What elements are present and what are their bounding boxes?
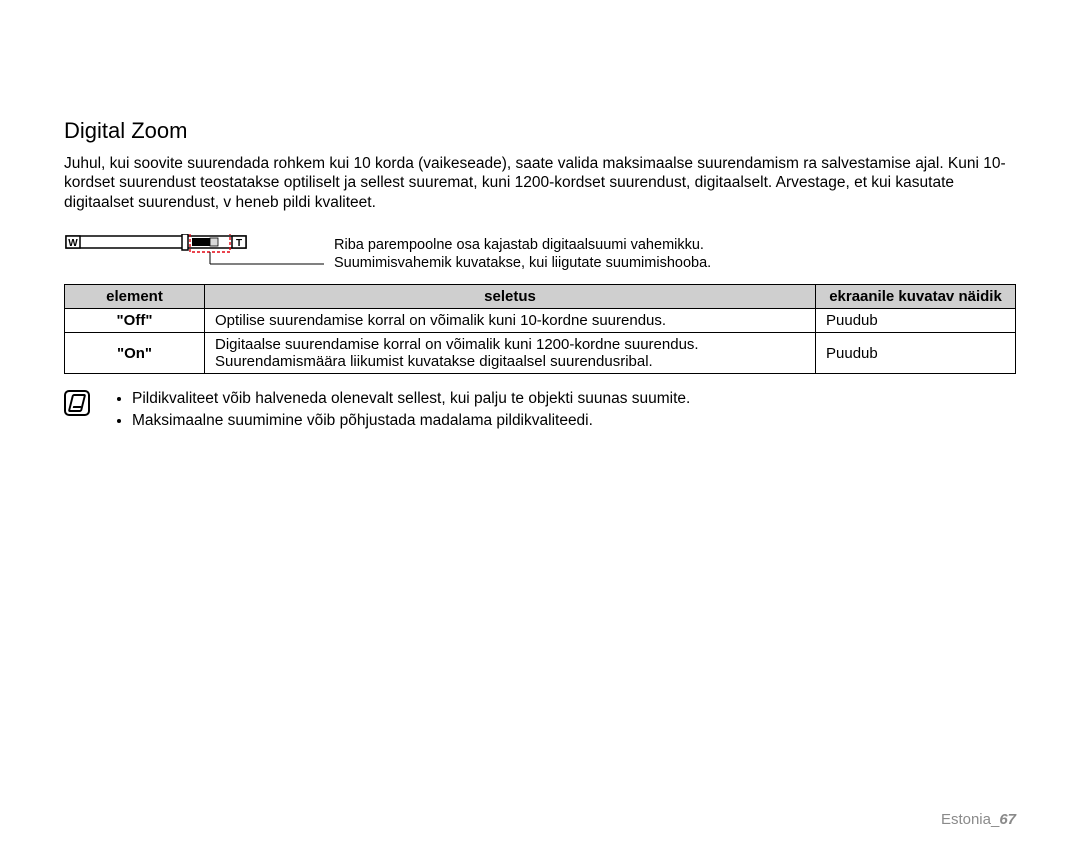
th-element: element — [65, 285, 205, 309]
table-row: "Off" Optilise suurendamise korral on võ… — [65, 309, 1016, 333]
cell-seletus: Optilise suurendamise korral on võimalik… — [205, 309, 816, 333]
zoom-desc-line1: Riba parempoolne osa kajastab digitaalsu… — [334, 236, 711, 254]
cell-display: Puudub — [816, 333, 1016, 374]
note-list: Pildikvaliteet võib halveneda olenevalt … — [114, 388, 690, 431]
zoom-bar-row: W T Riba parempoolne osa kajastab digita… — [64, 230, 1016, 274]
note-icon — [64, 390, 90, 416]
note-item: Maksimaalne suumimine võib põhjustada ma… — [132, 410, 690, 432]
cell-display: Puudub — [816, 309, 1016, 333]
zoom-t-label: T — [236, 238, 242, 249]
intro-paragraph: Juhul, kui soovite suurendada rohkem kui… — [64, 154, 1016, 212]
page-title: Digital Zoom — [64, 118, 1016, 144]
th-display: ekraanile kuvatav näidik — [816, 285, 1016, 309]
cell-seletus: Digitaalse suurendamise korral on võimal… — [205, 333, 816, 374]
footer-page-number: 67 — [999, 811, 1016, 828]
zoom-bar-diagram: W T — [64, 230, 334, 274]
page: Digital Zoom Juhul, kui soovite suurenda… — [0, 0, 1080, 868]
footer-text: Estonia_ — [941, 811, 999, 828]
page-footer: Estonia_67 — [941, 811, 1016, 828]
zoom-w-label: W — [68, 238, 78, 249]
th-seletus: seletus — [205, 285, 816, 309]
settings-table: element seletus ekraanile kuvatav näidik… — [64, 284, 1016, 374]
table-row: "On" Digitaalse suurendamise korral on v… — [65, 333, 1016, 374]
note-item: Pildikvaliteet võib halveneda olenevalt … — [132, 388, 690, 410]
zoom-desc-line2: Suumimisvahemik kuvatakse, kui liigutate… — [334, 254, 711, 272]
cell-element: "Off" — [65, 309, 205, 333]
cell-element: "On" — [65, 333, 205, 374]
note-block: Pildikvaliteet võib halveneda olenevalt … — [64, 388, 1016, 431]
zoom-bar-description: Riba parempoolne osa kajastab digitaalsu… — [334, 230, 711, 272]
